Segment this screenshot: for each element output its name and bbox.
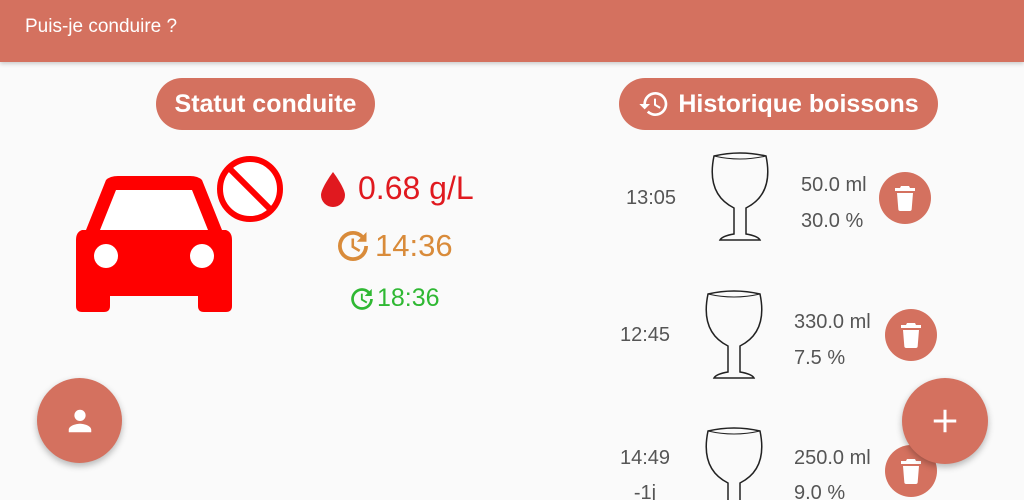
person-icon: [68, 409, 91, 432]
car-icon: [76, 176, 232, 312]
drink-volume: 50.0 ml: [801, 174, 867, 196]
legal-limit-time: 14:36: [335, 228, 453, 264]
history-icon: [639, 92, 668, 116]
wine-glass-icon: [705, 290, 763, 379]
blood-alcohol-value: 0.68 g/L: [358, 170, 474, 206]
drink-percent: 9.0 %: [794, 482, 846, 500]
clock-refresh-icon: [338, 231, 368, 261]
history-title-label: Historique boissons: [678, 89, 919, 118]
wine-glass-icon: [705, 427, 763, 500]
drink-time: 14:49: [619, 447, 671, 469]
trash-icon: [901, 459, 921, 484]
drink-volume: 250.0 ml: [794, 447, 871, 469]
profile-button[interactable]: [37, 378, 122, 463]
no-driving-icon: [217, 156, 283, 222]
add-drink-button[interactable]: [902, 378, 988, 464]
delete-drink-button[interactable]: [885, 309, 937, 361]
drink-percent: 30.0 %: [801, 210, 864, 232]
wine-glass-icon: [711, 152, 769, 241]
clock-refresh-icon: [351, 287, 373, 310]
drink-day-offset: -1j: [633, 482, 657, 500]
blood-drop-icon: [321, 171, 345, 207]
delete-drink-button[interactable]: [879, 172, 931, 224]
blood-alcohol-level: 0.68 g/L: [318, 170, 474, 207]
plus-icon: [933, 409, 957, 433]
drink-time: 12:45: [619, 324, 671, 346]
sober-time-value: 18:36: [377, 284, 440, 312]
sober-time: 18:36: [349, 284, 440, 313]
trash-icon: [901, 323, 921, 348]
history-title-button[interactable]: Historique boissons: [619, 78, 938, 130]
drink-time: 13:05: [625, 187, 677, 209]
app-bar: Puis-je conduire ?: [0, 0, 1024, 62]
trash-icon: [895, 186, 915, 211]
drink-volume: 330.0 ml: [794, 311, 871, 333]
drink-percent: 7.5 %: [794, 347, 846, 369]
status-title-label: Statut conduite: [174, 89, 357, 118]
status-title-button[interactable]: Statut conduite: [156, 78, 375, 130]
app-title: Puis-je conduire ?: [25, 16, 178, 37]
legal-limit-time-value: 14:36: [375, 228, 453, 263]
